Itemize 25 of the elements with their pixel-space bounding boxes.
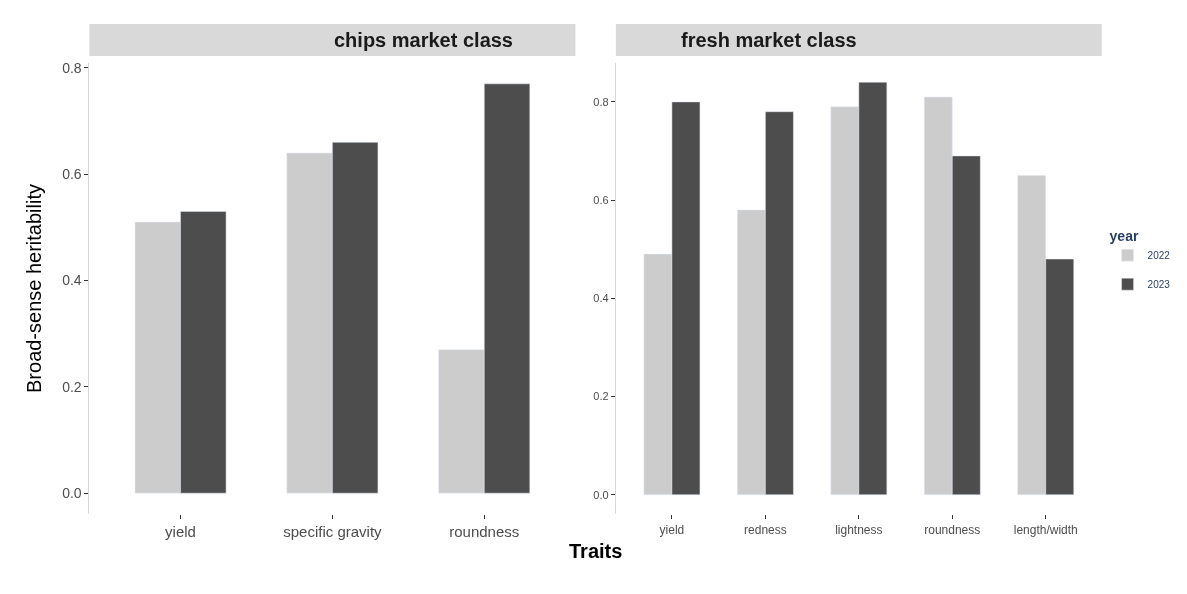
chart-title: chips market class (334, 29, 513, 51)
legend-title: year (1109, 227, 1139, 244)
x-axis-title: Traits (569, 540, 623, 562)
x-tick-label: redness (744, 522, 787, 537)
y-tick-label: 0.8 (593, 95, 609, 108)
y-tick-label: 0.2 (593, 390, 609, 403)
y-tick-label: 0.4 (593, 292, 609, 305)
x-tick-label: lightness (835, 522, 883, 537)
x-tick-label: yield (165, 523, 196, 541)
y-tick-label: 0.0 (593, 488, 609, 501)
legend-label: 2023 (1147, 279, 1171, 291)
chart-title: fresh market class (681, 29, 857, 51)
y-tick-label: 0.0 (62, 485, 82, 502)
x-tick-label: yield (659, 522, 685, 537)
y-tick-label: 0.8 (62, 59, 82, 76)
y-axis-title: Broad-sense heritability (22, 184, 45, 393)
x-tick-label: length/width (1013, 522, 1078, 537)
x-tick-label: roundness (924, 522, 981, 537)
y-tick-label: 0.6 (593, 193, 609, 206)
legend-label: 2022 (1147, 250, 1171, 262)
y-tick-label: 0.2 (62, 378, 82, 395)
y-tick-label: 0.6 (62, 166, 82, 183)
y-tick-label: 0.4 (62, 272, 82, 289)
x-tick-label: roundness (449, 523, 520, 541)
x-tick-label: specific gravity (283, 523, 383, 541)
